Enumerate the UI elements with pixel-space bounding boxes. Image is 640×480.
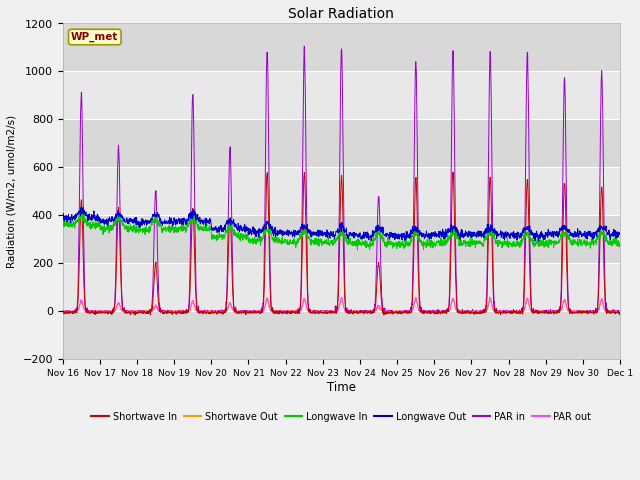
- Bar: [63, 120, 620, 168]
- Bar: [63, 24, 620, 72]
- Title: Solar Radiation: Solar Radiation: [289, 7, 394, 21]
- Legend: Shortwave In, Shortwave Out, Longwave In, Longwave Out, PAR in, PAR out: Shortwave In, Shortwave Out, Longwave In…: [88, 408, 595, 425]
- Bar: [63, 168, 620, 216]
- Bar: [63, 263, 620, 311]
- Bar: [63, 72, 620, 120]
- X-axis label: Time: Time: [327, 381, 356, 394]
- Y-axis label: Radiation (W/m2, umol/m2/s): Radiation (W/m2, umol/m2/s): [7, 115, 17, 268]
- Bar: [63, 216, 620, 263]
- Bar: [63, 311, 620, 359]
- Text: WP_met: WP_met: [71, 32, 118, 42]
